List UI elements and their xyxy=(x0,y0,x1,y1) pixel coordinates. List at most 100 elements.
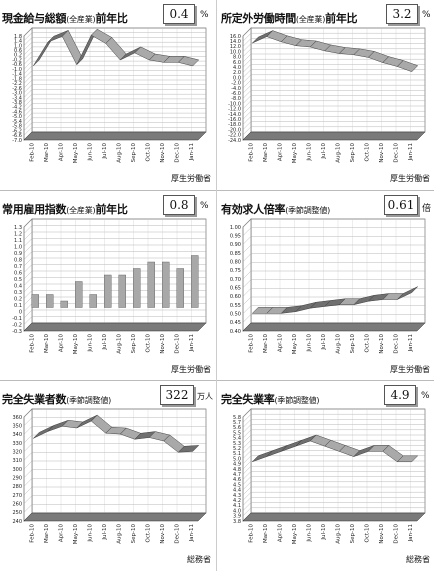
y-tick-label: -2.2 xyxy=(12,81,22,87)
gridline-side xyxy=(242,507,252,516)
y-tick-label: -3.8 xyxy=(12,100,22,106)
x-tick-label: Nov-10 xyxy=(160,524,166,544)
y-tick-label: 0 xyxy=(19,309,22,315)
y-tick-label: -24.0 xyxy=(228,138,241,144)
x-tick-label: Mar-10 xyxy=(44,524,50,544)
panel-unemployment-rate: 完全失業率(季節調整値) 4.9 % 5.8 5.7 5.6 5.5 5.4 5.3 5.2… xyxy=(219,381,433,571)
gridline-side xyxy=(23,46,33,56)
bar xyxy=(147,261,155,308)
chart-employment-index: 1.31.21.11.00.90.80.70.60.50.40.30.20.10… xyxy=(12,218,207,354)
x-tick-label: Dec-10 xyxy=(174,334,180,354)
line-segment xyxy=(177,56,200,67)
x-tick-label: Jun-10 xyxy=(306,524,312,543)
y-tick-label: -4.0 xyxy=(231,86,241,92)
gridline-side xyxy=(242,466,252,475)
gridline-side xyxy=(242,59,252,68)
bar xyxy=(176,268,184,308)
gridline-side xyxy=(242,502,252,511)
gridline-side xyxy=(242,476,252,485)
chart-job-ratio: 1.00 0.95 0.90 0.85 0.80 0.75 0.70 0.65 0.60 0.55… xyxy=(230,218,426,354)
panel-overtime: 所定外労働時間(全産業)前年比 3.2 % 16.0 14.0 12.0 10.0 8.… xyxy=(219,0,433,190)
source-label: 厚生労働省 xyxy=(390,174,430,183)
gridline-side xyxy=(242,270,252,280)
x-tick-label: Apr-10 xyxy=(277,334,283,353)
x-tick-label: Jul-10 xyxy=(102,524,108,541)
y-tick-label: 0.80 xyxy=(230,259,241,265)
y-tick-label: -0.2 xyxy=(12,57,22,63)
panel-title: 完全失業者数(季節調整値) xyxy=(2,393,112,406)
panel-title: 常用雇用指数(全産業)前年比 xyxy=(2,203,128,216)
x-tick-label: Nov-10 xyxy=(379,524,385,544)
gridline-side xyxy=(23,117,33,126)
gridline-side xyxy=(23,452,33,461)
gridline-side xyxy=(242,492,252,501)
y-tick-label: 1.3 xyxy=(14,225,22,231)
gridline-side xyxy=(242,105,252,115)
y-tick-label: 0.6 xyxy=(14,270,22,276)
bar xyxy=(162,261,170,308)
gridline-side xyxy=(23,94,33,103)
y-tick-label: -16.0 xyxy=(228,117,241,123)
y-tick-label: 5.3 xyxy=(233,441,241,447)
gridline-side xyxy=(23,316,33,325)
gridline-side xyxy=(23,122,33,131)
panel-title: 所定外労働時間(全産業)前年比 xyxy=(221,12,358,25)
y-tick-label: -22.0 xyxy=(228,133,241,139)
gridline-side xyxy=(242,95,252,104)
y-tick-label: 0.4 xyxy=(14,283,22,289)
y-tick-label: 0.2 xyxy=(14,53,22,59)
x-tick-label: Mar-10 xyxy=(263,143,269,163)
y-tick-label: 350 xyxy=(12,423,22,429)
value-unit: % xyxy=(200,10,209,20)
y-tick-label: -1.0 xyxy=(12,67,22,73)
gridline-side xyxy=(242,126,252,135)
y-tick-label: 5.6 xyxy=(233,425,241,431)
panel-title: 有効求人倍率(季節調整値) xyxy=(221,203,331,216)
gridline-side xyxy=(242,253,252,262)
x-tick-label: Sep-10 xyxy=(350,334,356,354)
y-tick-label: 16.0 xyxy=(230,34,241,40)
gridline-side xyxy=(23,70,33,79)
y-tick-label: -7.0 xyxy=(12,138,22,144)
y-tick-label: 340 xyxy=(12,432,22,438)
gridline-side xyxy=(23,460,33,470)
x-tick-label: Jan-11 xyxy=(408,143,414,161)
plot-floor xyxy=(242,131,426,141)
y-tick-label: 4.8 xyxy=(233,467,241,473)
chart-wage: 1.81.41.00.60.2-0.2-0.6-1.0-1.4-1.8-2.2-… xyxy=(12,27,207,163)
y-tick-label: 280 xyxy=(12,484,22,490)
line-segment xyxy=(396,455,419,463)
y-tick-label: 6.0 xyxy=(233,60,241,66)
y-tick-label: 1.8 xyxy=(14,34,22,40)
y-tick-label: 300 xyxy=(12,467,22,473)
plot-floor xyxy=(23,512,207,522)
gridline-side xyxy=(23,75,33,84)
gridline-side xyxy=(23,283,33,293)
y-tick-label: 4.1 xyxy=(233,503,241,509)
gridline-side xyxy=(23,251,33,260)
y-tick-label: -10.0 xyxy=(228,101,241,107)
y-tick-label: 0.2 xyxy=(14,296,22,302)
y-tick-label: 260 xyxy=(12,501,22,507)
gridline-side xyxy=(242,455,252,464)
gridline-side xyxy=(23,98,33,108)
y-tick-label: 1.4 xyxy=(14,39,22,45)
panel-title: 完全失業率(季節調整値) xyxy=(221,393,320,406)
x-tick-label: Jul-10 xyxy=(102,143,108,160)
y-tick-label: -0.3 xyxy=(12,329,22,335)
value-unit: % xyxy=(200,201,209,211)
gridline-side xyxy=(23,60,33,70)
bar xyxy=(118,274,126,308)
gridline-side xyxy=(23,309,33,319)
gridline-side xyxy=(242,424,252,433)
y-tick-label: 0.65 xyxy=(230,285,241,291)
y-tick-label: -6.0 xyxy=(231,91,241,97)
source-label: 厚生労働省 xyxy=(390,365,430,374)
bar xyxy=(89,294,97,308)
y-tick-label: -2.6 xyxy=(12,86,22,92)
gridline-side xyxy=(242,288,252,297)
gridline-side xyxy=(23,443,33,452)
value-box: 322 xyxy=(160,385,194,405)
y-tick-label: 8.0 xyxy=(233,55,241,61)
gridline-side xyxy=(242,218,252,228)
